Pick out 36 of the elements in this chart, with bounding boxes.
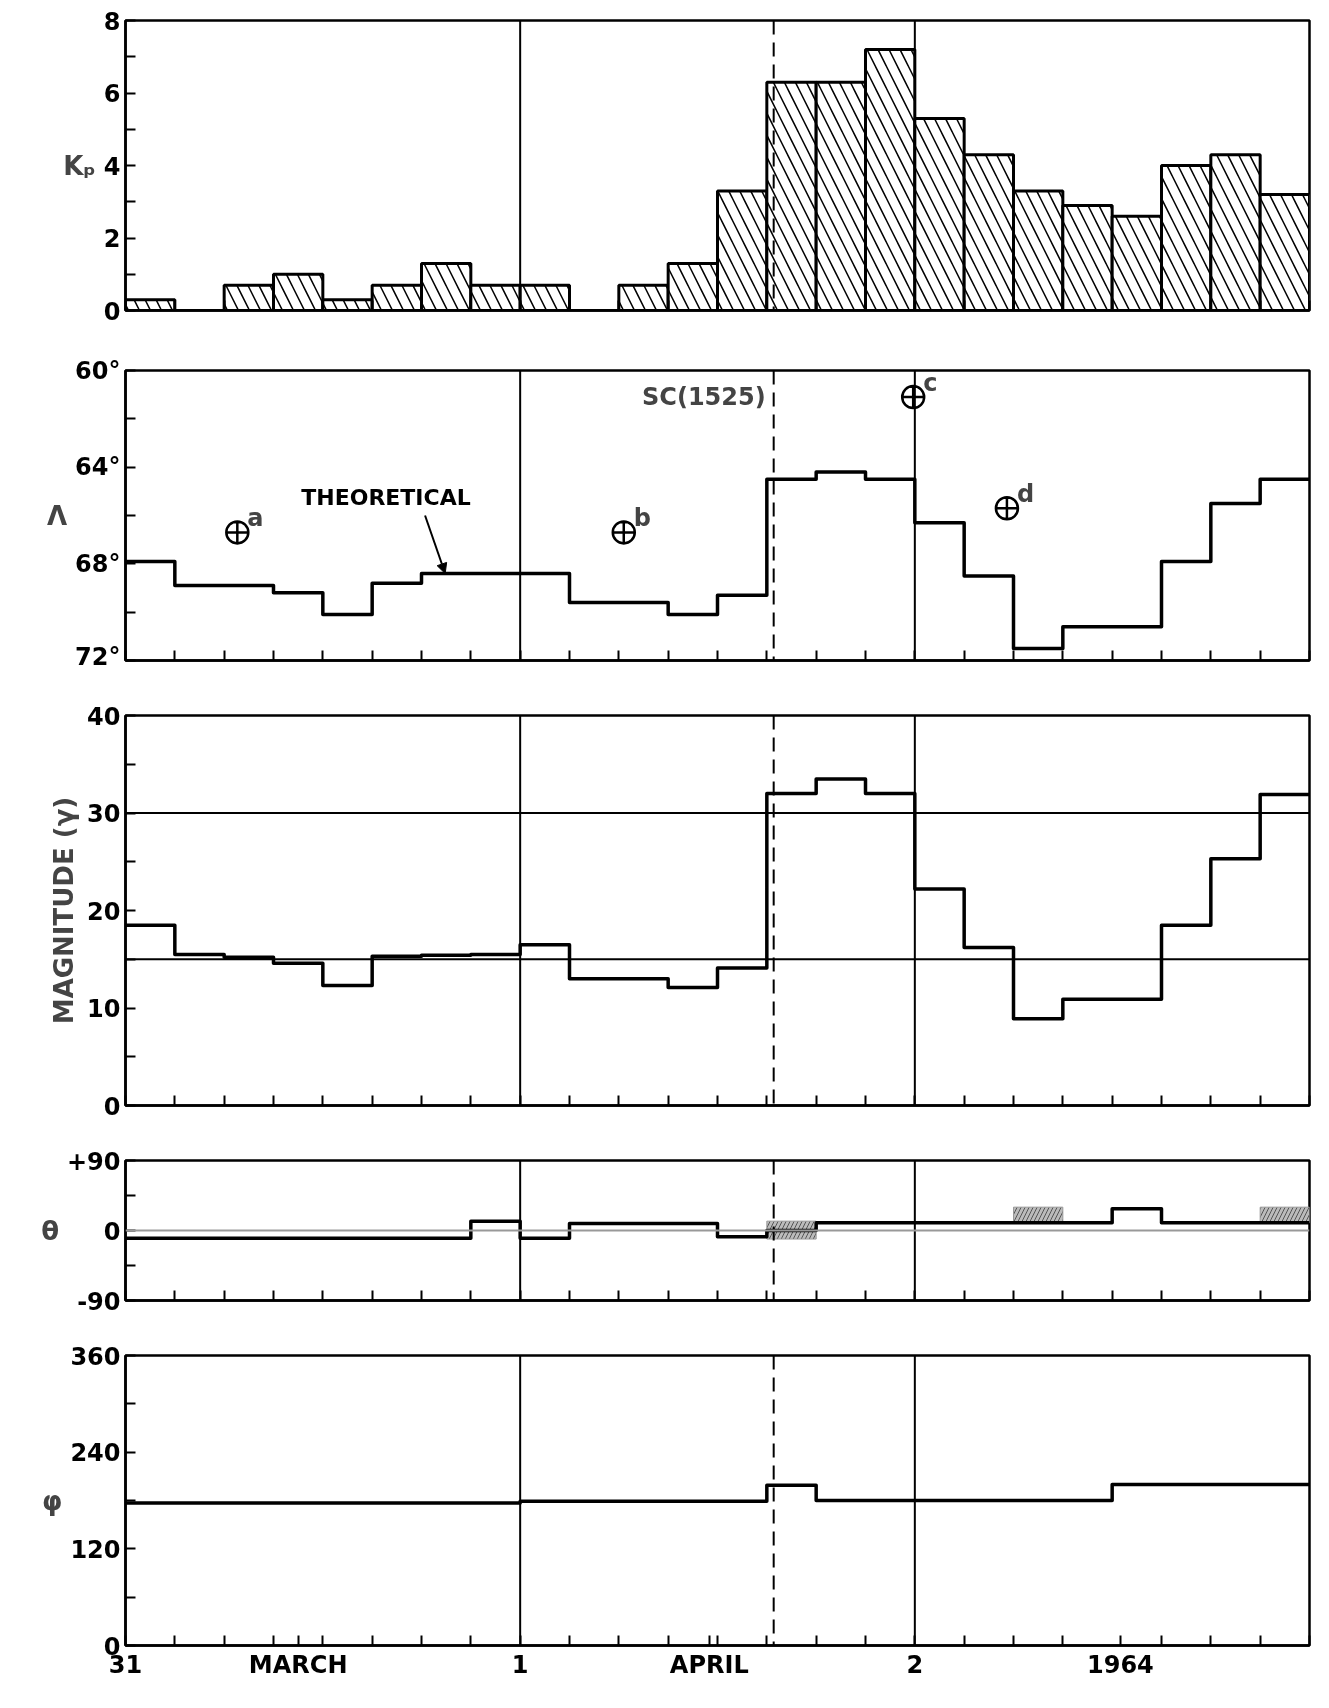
y-tick-label: 6 [103,80,121,108]
y-tick-label: 0 [103,297,121,326]
y-tick-label: 2 [103,225,121,253]
y-tick-label: 240 [70,1439,121,1468]
y-axis-title: Λ [46,500,68,531]
y-tick-label: 72° [75,642,121,671]
y-tick-label: 68° [75,549,121,578]
text: THEORETICAL [301,484,471,510]
y-tick-label: +90 [66,1147,121,1176]
annotation: d [1016,480,1035,509]
annotation: b [633,504,651,533]
y-tick-label: 64° [75,453,121,482]
y-axis-title: MAGNITUDE (γ) [49,796,80,1025]
y-tick-label: 0 [103,1217,121,1246]
y-tick-label: 4 [103,152,121,181]
y-tick-label: 8 [103,7,121,36]
y-tick-label: 120 [70,1535,121,1564]
annotation: c [923,369,938,398]
y-tick-label: -90 [77,1287,121,1316]
x-tick-label: 2 [906,1650,924,1679]
y-tick-label: 0 [103,1092,121,1121]
y-tick-label: 360 [70,1342,121,1371]
x-tick-label: MARCH [248,1650,348,1679]
y-axis-title: φ [42,1485,63,1516]
y-axis-title: Kₚ [63,150,96,181]
x-tick-label: APRIL [669,1650,749,1679]
y-tick-label: 10 [87,995,121,1023]
x-tick-label: 1964 [1086,1650,1154,1679]
x-tick-label: 1 [511,1650,529,1679]
ref-line-label: SC(1525) [642,382,766,411]
y-tick-label: 20 [87,897,121,926]
annotation: a [247,504,264,533]
y-tick-label: 30 [87,800,121,828]
y-tick-label: 40 [87,702,121,731]
y-axis-title: θ [41,1215,59,1246]
y-tick-label: 60° [75,356,121,385]
